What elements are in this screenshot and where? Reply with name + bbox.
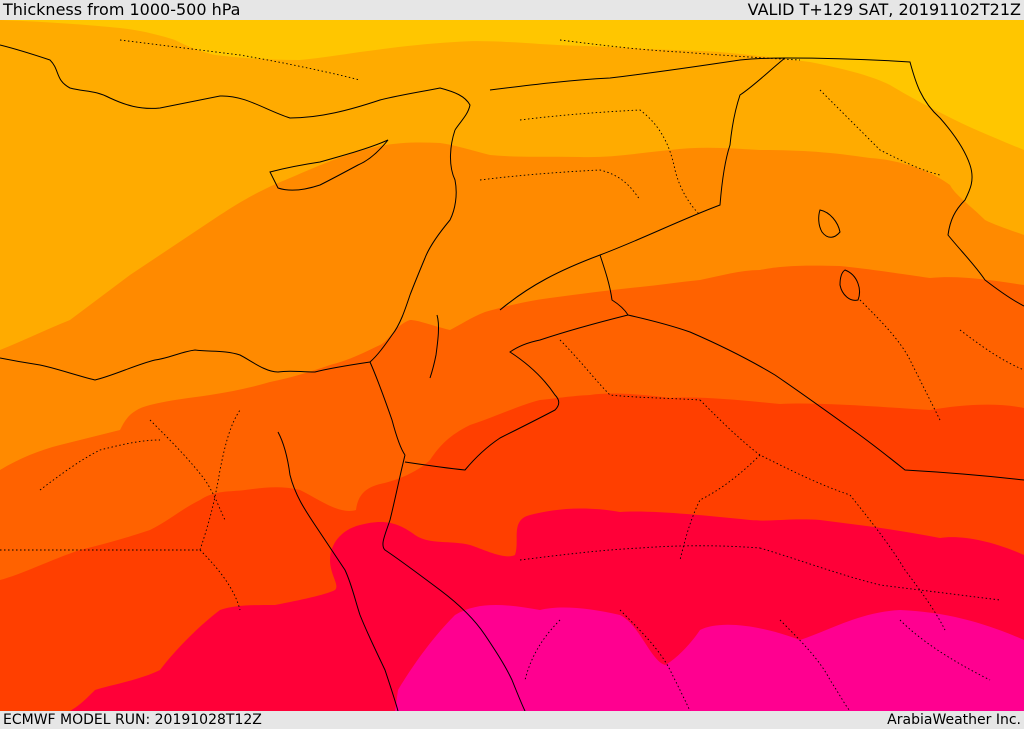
band-1-area — [0, 20, 1024, 150]
coastline-layer — [0, 44, 860, 711]
coastline-red-sea-west — [277, 431, 399, 711]
border-iraq-saudi — [627, 314, 1024, 481]
coastline-dead-sea — [429, 314, 440, 379]
map-title: Thickness from 1000-500 hPa — [3, 0, 241, 19]
credit: ArabiaWeather Inc. — [887, 712, 1021, 728]
border-egypt-israel — [369, 361, 406, 456]
coastline-egypt — [0, 349, 371, 381]
province-layer — [0, 39, 1024, 711]
thickness-map — [0, 20, 1024, 711]
band-2-area — [0, 20, 1024, 350]
valid-time: VALID T+129 SAT, 20191102T21Z — [747, 0, 1021, 19]
coastline-levant — [369, 129, 457, 363]
border-jordan-saudi — [404, 254, 629, 471]
coastline-turkey — [0, 44, 471, 131]
header-bar: Thickness from 1000-500 hPa VALID T+129 … — [0, 0, 1024, 20]
border-iran — [784, 57, 1024, 307]
coastline-cyprus — [269, 139, 389, 191]
border-syria-iraq — [489, 57, 787, 311]
lake-urmia — [839, 269, 860, 301]
border-layer — [369, 57, 1024, 481]
lake-van — [818, 209, 841, 238]
coastline-red-sea-east — [382, 454, 526, 711]
model-run: ECMWF MODEL RUN: 20191028T12Z — [3, 712, 262, 728]
footer-bar: ECMWF MODEL RUN: 20191028T12Z ArabiaWeat… — [0, 711, 1024, 729]
